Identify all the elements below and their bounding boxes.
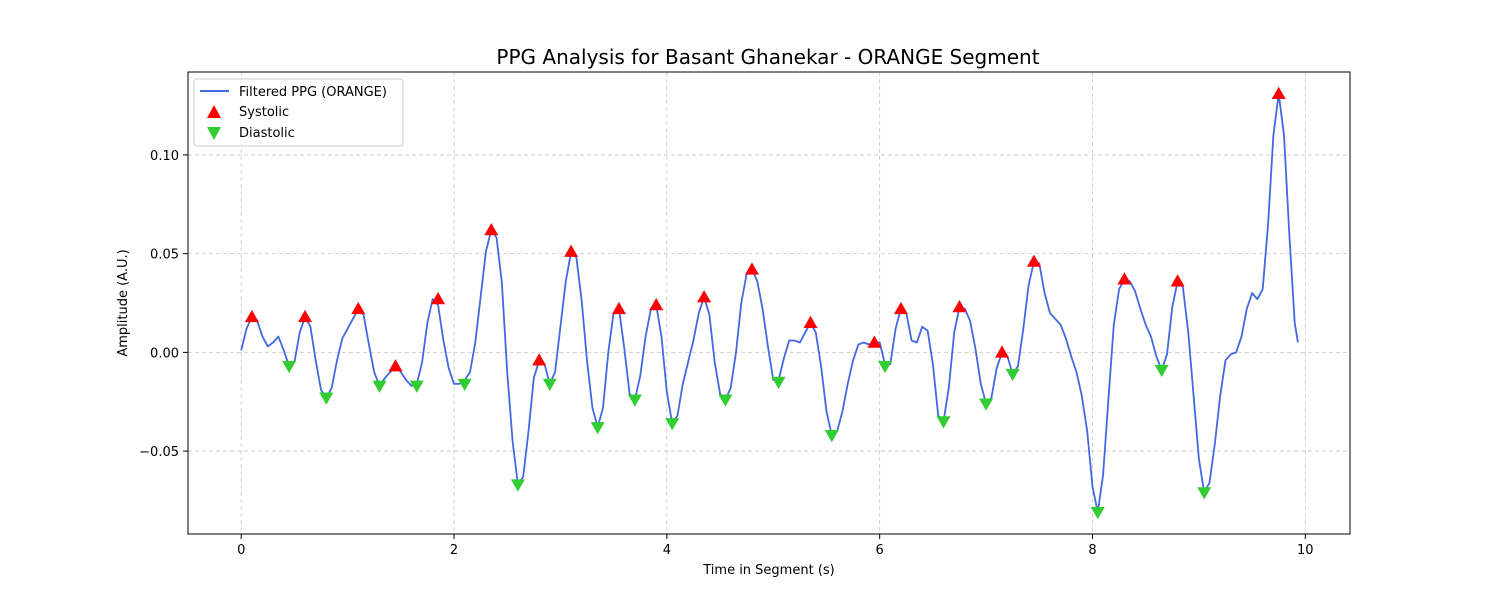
diastolic-point (936, 416, 951, 429)
diastolic-point (824, 430, 839, 443)
diastolic-point (1090, 507, 1105, 520)
peak-markers (244, 86, 1286, 520)
systolic-point (351, 301, 366, 315)
systolic-point (388, 359, 403, 372)
diastolic-point (409, 380, 424, 393)
systolic-point (298, 309, 313, 323)
diastolic-point (1005, 368, 1020, 382)
systolic-point (532, 353, 547, 366)
systolic-point (803, 315, 818, 328)
systolic-point (611, 301, 626, 315)
systolic-point (867, 335, 882, 348)
x-tick-label: 4 (663, 543, 671, 558)
systolic-point (744, 262, 759, 275)
diastolic-point (319, 392, 334, 405)
x-tick-label: 8 (1088, 543, 1096, 558)
legend: Filtered PPG (ORANGE) Systolic Diastolic (193, 78, 404, 147)
diastolic-point (282, 360, 297, 374)
diastolic-point (627, 394, 642, 407)
x-tick-label: 10 (1297, 543, 1314, 558)
diastolic-point (542, 378, 557, 391)
diastolic-point (665, 418, 680, 431)
y-tick-label: −0.05 (139, 445, 179, 460)
legend-label-systolic: Systolic (239, 105, 289, 120)
legend-label-diastolic: Diastolic (239, 126, 295, 141)
legend-label-filtered: Filtered PPG (ORANGE) (239, 85, 387, 100)
diastolic-point (1154, 364, 1169, 378)
systolic-point (564, 244, 579, 257)
systolic-point (431, 292, 446, 305)
diastolic-point (590, 422, 605, 435)
systolic-point (1117, 272, 1132, 285)
systolic-point (893, 301, 908, 315)
diastolic-point (1197, 487, 1212, 500)
plot-frame (187, 71, 1351, 535)
systolic-point (697, 290, 712, 303)
chart-title: PPG Analysis for Basant Ghanekar - ORANG… (496, 45, 1039, 69)
diastolic-point (372, 380, 387, 393)
systolic-point (244, 309, 259, 323)
systolic-point (1271, 86, 1286, 99)
y-tick-label: 0.05 (150, 248, 179, 263)
diastolic-point (510, 479, 525, 492)
systolic-point (484, 222, 499, 236)
x-axis-label: Time in Segment (s) (702, 563, 834, 578)
diastolic-point (979, 398, 994, 411)
x-tick-label: 2 (450, 543, 458, 558)
y-axis: −0.05 0.00 0.05 0.10 (139, 149, 188, 460)
plot-area (240, 92, 1299, 514)
systolic-point (952, 299, 967, 313)
systolic-point (1170, 274, 1185, 287)
systolic-point (995, 345, 1010, 358)
y-tick-label: 0.00 (150, 346, 179, 361)
diastolic-point (457, 378, 472, 391)
x-tick-label: 6 (876, 543, 884, 558)
ppg-series-line (240, 92, 1299, 514)
x-tick-label: 0 (237, 543, 245, 558)
diastolic-point (877, 360, 892, 374)
diastolic-point (718, 394, 733, 407)
grid-lines (188, 72, 1350, 534)
y-tick-label: 0.10 (150, 149, 179, 164)
legend-box (193, 78, 404, 147)
y-axis-label: Amplitude (A.U.) (116, 249, 131, 356)
diastolic-point (771, 376, 786, 389)
systolic-point (1026, 254, 1041, 267)
legend-systolic-marker (207, 105, 221, 118)
systolic-point (649, 297, 664, 311)
x-axis: 0 2 4 6 8 10 (237, 534, 1314, 558)
legend-diastolic-marker (207, 127, 221, 140)
